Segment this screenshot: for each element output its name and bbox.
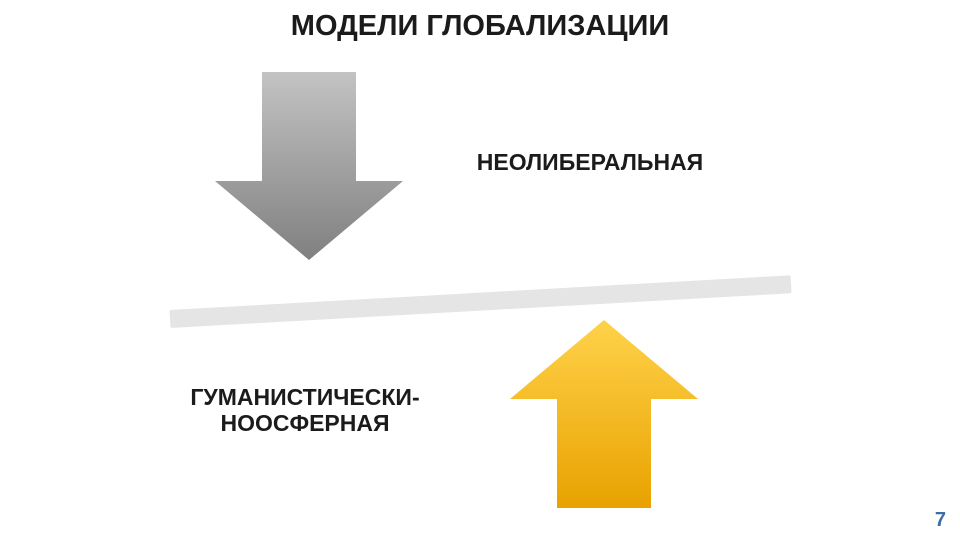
label-left-line1: ГУМАНИСТИЧЕСКИ- [190, 384, 419, 410]
seesaw-bar [130, 270, 832, 368]
slide-title: МОДЕЛИ ГЛОБАЛИЗАЦИИ [0, 10, 960, 43]
page-number: 7 [935, 509, 946, 532]
label-neoliberal-text: НЕОЛИБЕРАЛЬНАЯ [477, 149, 703, 175]
label-left-line2: НООСФЕРНАЯ [220, 410, 389, 436]
arrow-up-icon [510, 320, 698, 508]
label-neoliberal: НЕОЛИБЕРАЛЬНАЯ [440, 150, 740, 176]
slide-stage: МОДЕЛИ ГЛОБАЛИЗАЦИИ НЕОЛИБЕРАЛЬНАЯ ГУМАН… [0, 0, 960, 540]
label-humanistic-noospheric: ГУМАНИСТИЧЕСКИ- НООСФЕРНАЯ [145, 385, 465, 437]
arrow-down-icon [215, 72, 403, 260]
